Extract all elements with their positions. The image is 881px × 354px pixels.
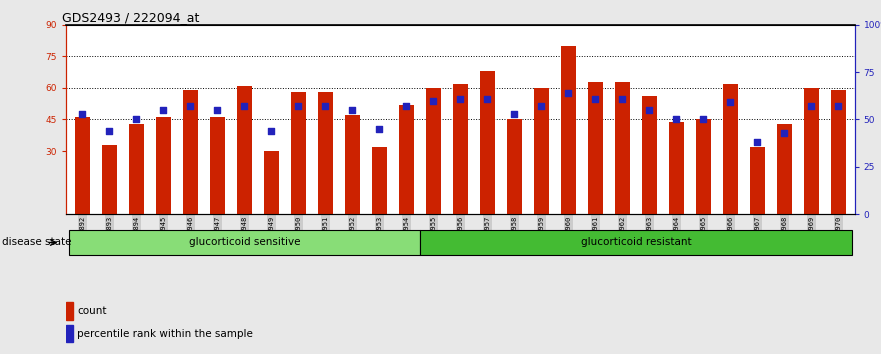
- Point: [507, 111, 522, 116]
- Point: [130, 116, 144, 122]
- Point: [75, 111, 89, 116]
- Bar: [399, 105, 414, 214]
- Text: glucorticoid resistant: glucorticoid resistant: [581, 238, 692, 247]
- Point: [237, 103, 251, 109]
- Bar: [264, 151, 278, 214]
- Bar: [804, 88, 818, 214]
- Point: [102, 128, 116, 134]
- Bar: [669, 121, 684, 214]
- Point: [318, 103, 332, 109]
- Bar: [588, 81, 603, 214]
- Point: [292, 103, 306, 109]
- Point: [696, 116, 710, 122]
- Point: [589, 96, 603, 102]
- Bar: [750, 147, 765, 214]
- Bar: [318, 92, 333, 214]
- Bar: [183, 90, 197, 214]
- Bar: [344, 115, 359, 214]
- Bar: [129, 124, 144, 214]
- Point: [156, 107, 170, 113]
- Bar: [615, 81, 630, 214]
- Point: [373, 126, 387, 132]
- Bar: [642, 96, 656, 214]
- Point: [183, 103, 197, 109]
- Point: [426, 98, 440, 103]
- Bar: [69, 230, 420, 255]
- Bar: [291, 92, 306, 214]
- Bar: [75, 118, 90, 214]
- Point: [723, 99, 737, 105]
- Bar: [237, 86, 252, 214]
- Point: [615, 96, 629, 102]
- Bar: [723, 84, 737, 214]
- Point: [534, 103, 548, 109]
- Bar: [534, 88, 549, 214]
- Bar: [777, 124, 792, 214]
- Point: [751, 139, 765, 145]
- Text: GDS2493 / 222094_at: GDS2493 / 222094_at: [63, 11, 199, 24]
- Bar: [507, 119, 522, 214]
- Point: [670, 116, 684, 122]
- Point: [777, 130, 791, 136]
- Bar: [426, 88, 440, 214]
- Bar: [210, 118, 225, 214]
- Point: [211, 107, 225, 113]
- Point: [480, 96, 494, 102]
- Bar: [561, 46, 576, 214]
- Text: glucorticoid sensitive: glucorticoid sensitive: [189, 238, 300, 247]
- Bar: [66, 325, 72, 342]
- Point: [642, 107, 656, 113]
- Bar: [156, 118, 171, 214]
- Point: [264, 128, 278, 134]
- Bar: [102, 145, 116, 214]
- Point: [453, 96, 467, 102]
- Bar: [696, 119, 711, 214]
- Point: [804, 103, 818, 109]
- Point: [832, 103, 846, 109]
- Bar: [420, 230, 852, 255]
- Point: [561, 90, 575, 96]
- Bar: [66, 302, 72, 320]
- Bar: [372, 147, 387, 214]
- Text: disease state: disease state: [2, 238, 71, 247]
- Text: count: count: [78, 306, 107, 316]
- Bar: [831, 90, 846, 214]
- Point: [399, 103, 413, 109]
- Bar: [480, 71, 495, 214]
- Bar: [453, 84, 468, 214]
- Point: [345, 107, 359, 113]
- Text: percentile rank within the sample: percentile rank within the sample: [78, 329, 253, 338]
